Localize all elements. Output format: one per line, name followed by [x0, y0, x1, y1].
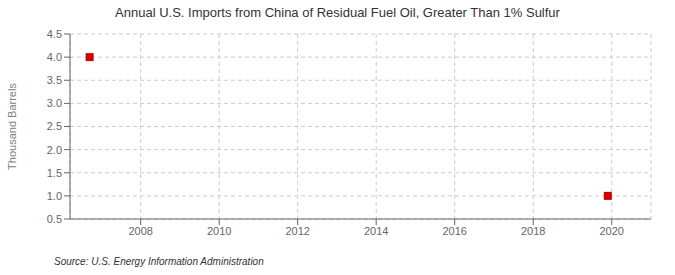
svg-text:1.5: 1.5: [47, 167, 62, 179]
svg-text:3.0: 3.0: [47, 97, 62, 109]
svg-text:2010: 2010: [207, 225, 231, 237]
svg-text:2016: 2016: [442, 225, 466, 237]
svg-text:0.5: 0.5: [47, 213, 62, 225]
svg-text:2014: 2014: [364, 225, 388, 237]
svg-text:2012: 2012: [285, 225, 309, 237]
svg-text:3.5: 3.5: [47, 74, 62, 86]
html-text:Source: U.S. Energy Informatio: Source: U.S. Energy Information Administ…: [54, 256, 264, 267]
svg-text:1.0: 1.0: [47, 190, 62, 202]
svg-text:2018: 2018: [521, 225, 545, 237]
html-text:Annual U.S. Imports from China: Annual U.S. Imports from China of Residu…: [115, 5, 560, 20]
svg-text:2.5: 2.5: [47, 120, 62, 132]
svg-text:4.5: 4.5: [47, 28, 62, 40]
svg-text:Thousand Barrels: Thousand Barrels: [8, 83, 18, 170]
svg-text:2008: 2008: [128, 225, 152, 237]
svg-text:4.0: 4.0: [47, 51, 62, 63]
svg-text:2020: 2020: [600, 225, 624, 237]
svg-text:2.0: 2.0: [47, 144, 62, 156]
